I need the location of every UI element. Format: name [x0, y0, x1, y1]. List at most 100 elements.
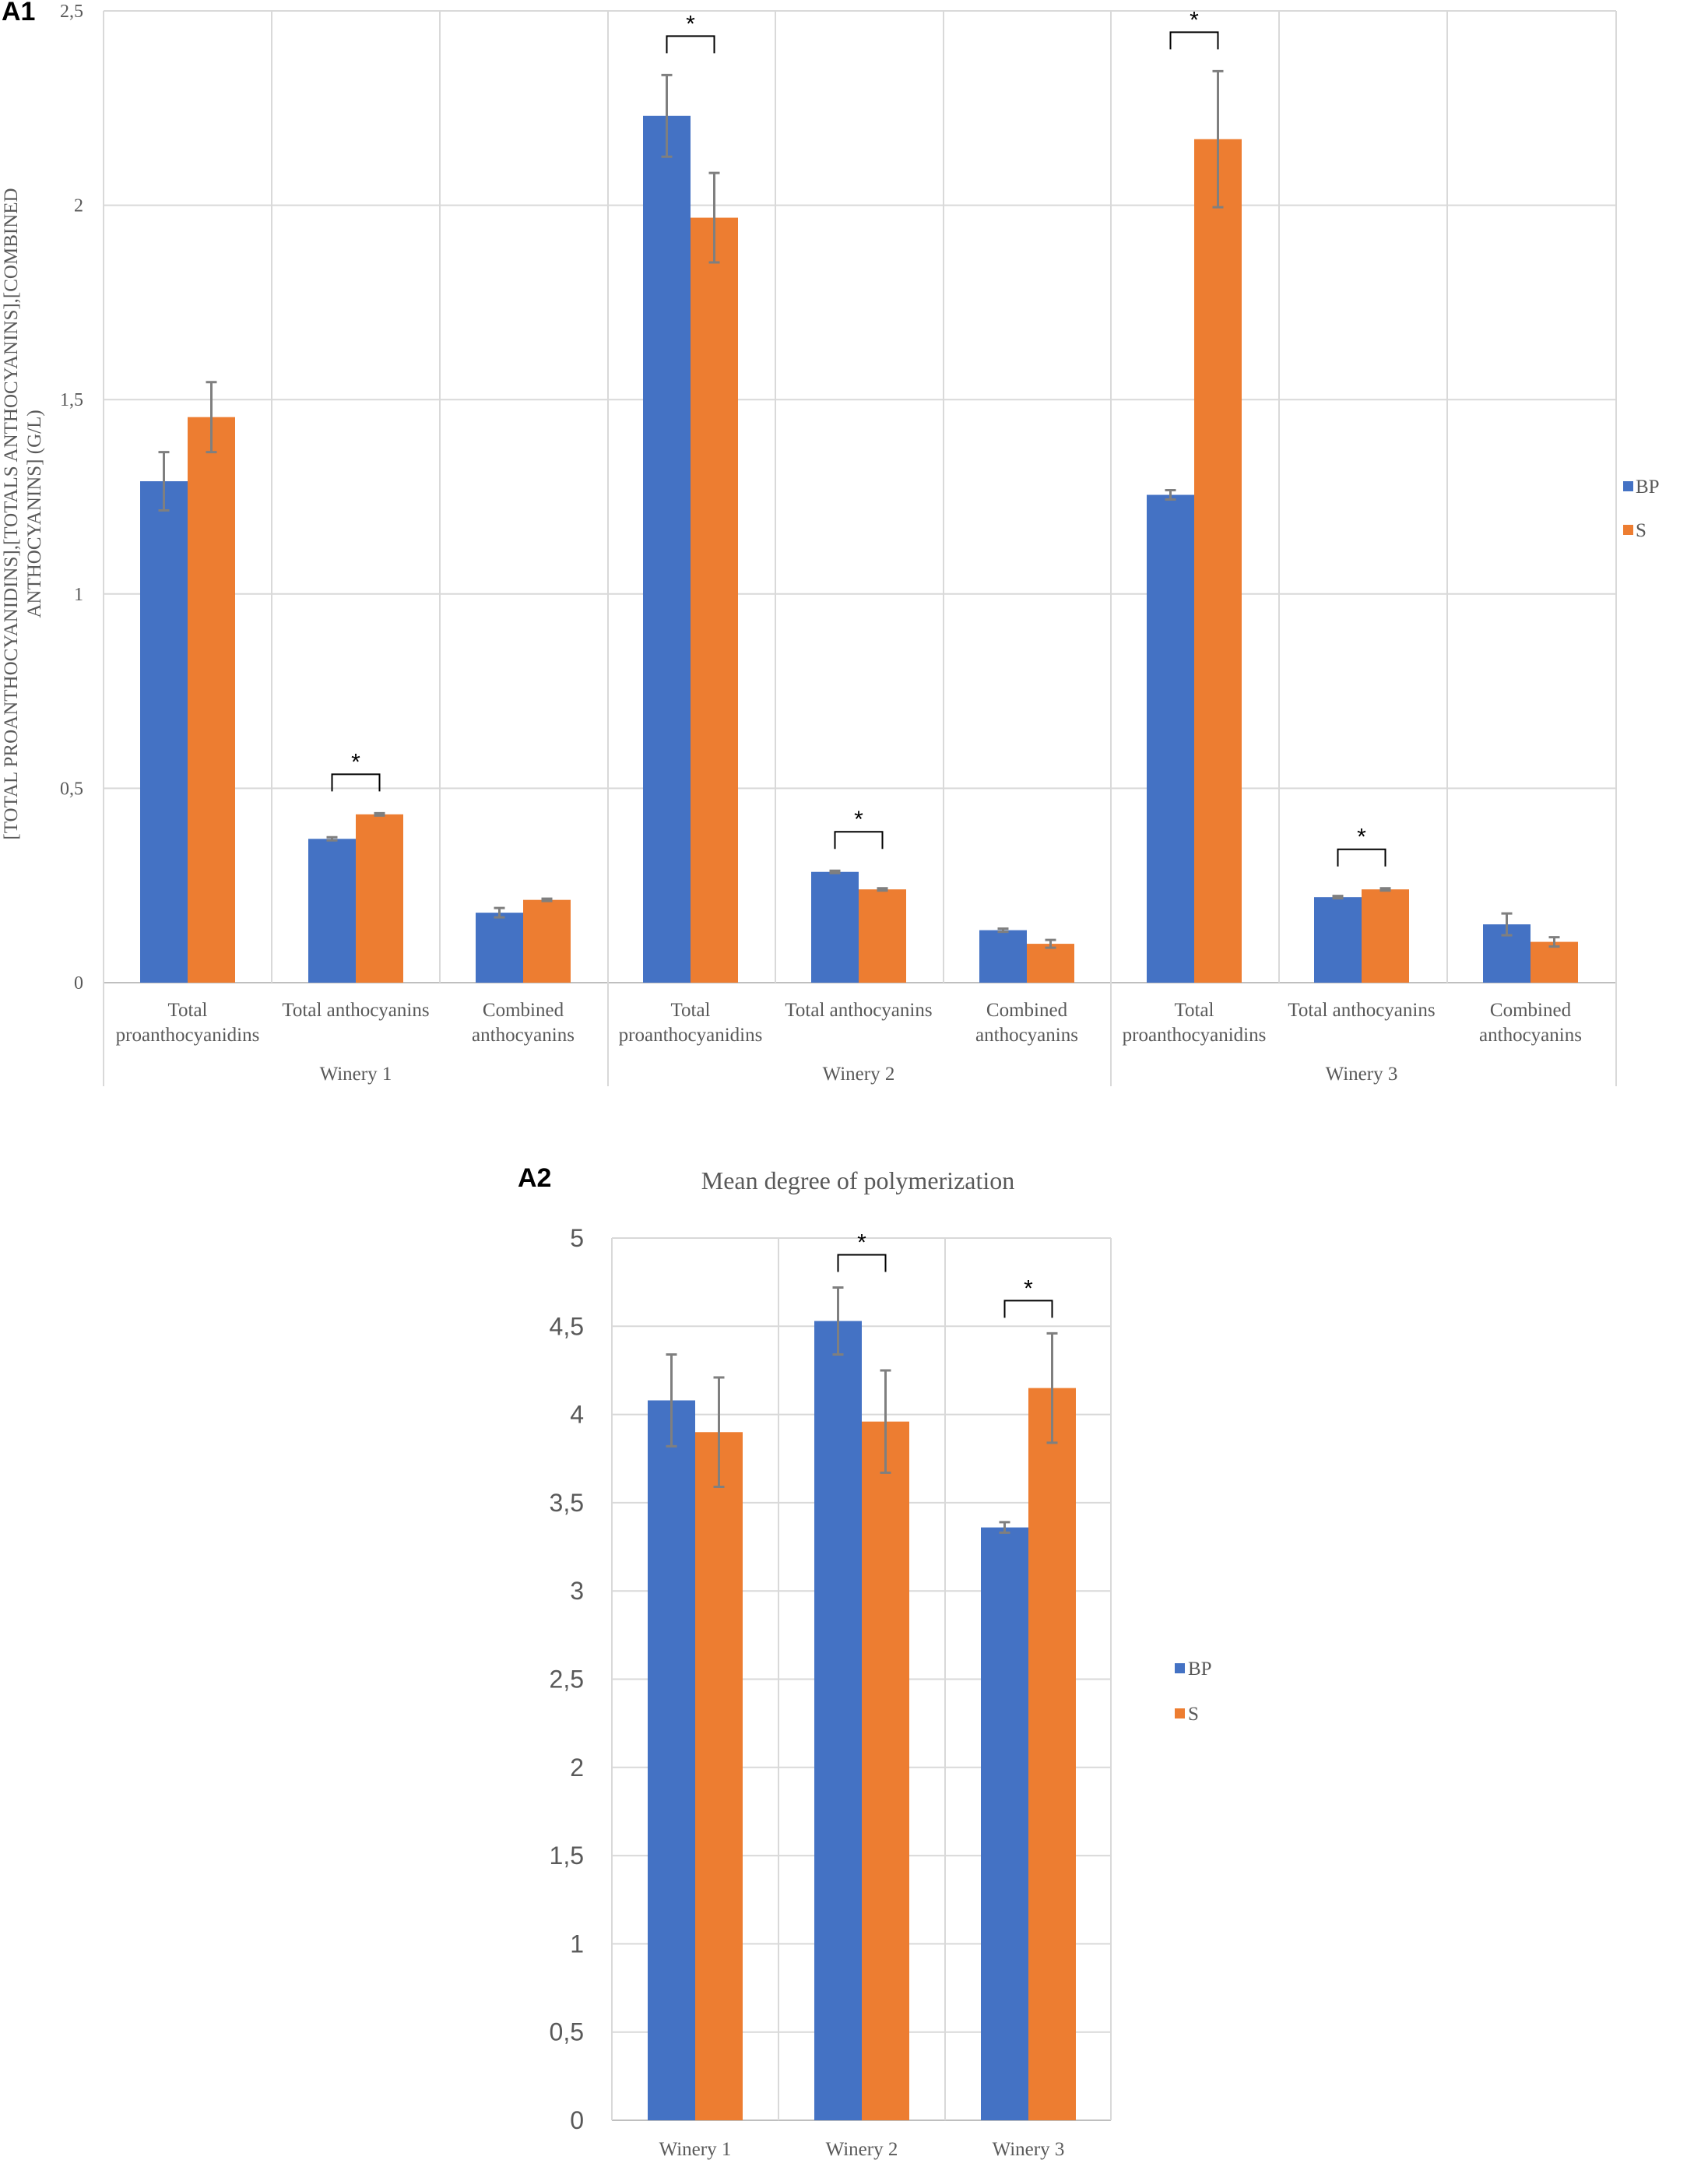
- y-tick-label: 2,5: [550, 1666, 584, 1694]
- significance-a1: * * * * *: [331, 7, 1386, 867]
- bar-bp-1: [648, 1400, 695, 2120]
- bars-a1: [140, 115, 1578, 983]
- bar-s-9: [1531, 941, 1578, 983]
- legend-label-bp: BP: [1636, 477, 1660, 498]
- bar-bp-5: [811, 871, 859, 983]
- y-tick-label: 0: [570, 2106, 584, 2134]
- significance-star: *: [854, 807, 863, 832]
- category-label: Winery 2: [826, 2139, 898, 2160]
- error-bar-bp-6: [997, 927, 1009, 934]
- chart-title-a2: Mean degree of polymerization: [701, 1166, 1015, 1194]
- error-bar-bp-1: [666, 1353, 677, 1448]
- bar-s-2: [862, 1421, 909, 2120]
- category-label: anthocyanins: [1479, 1025, 1582, 1046]
- error-bar-s-7: [1212, 69, 1224, 209]
- category-label: proanthocyanidins: [116, 1025, 260, 1046]
- panel-label-a2: A2: [518, 1163, 551, 1193]
- error-bar-bp-8: [1332, 895, 1344, 900]
- gridlines-a1: [103, 10, 1617, 983]
- bar-bp-6: [979, 930, 1027, 983]
- y-tick-label: 4: [570, 1401, 584, 1429]
- x-axis-labels-a2: Winery 1 Winery 2 Winery 3: [659, 2139, 1065, 2160]
- bar-s-2: [356, 814, 403, 983]
- y-axis-label-line2: ANTHOCYANINS] (G/L): [24, 410, 45, 617]
- chart-a1: A1 0 0,5 1 1,5 2 2,5 [TOTAL PROANTHOCYANIDINS…: [1, 0, 1660, 1086]
- error-bar-s-9: [1548, 936, 1560, 948]
- bar-s-3: [523, 899, 571, 983]
- y-axis-ticks-a2: 0 0,5 1 1,5 2 2,5 3 3,5 4 4,5 5: [550, 1224, 584, 2134]
- y-tick-label: 5: [570, 1224, 584, 1252]
- error-bar-s-3: [1046, 1332, 1058, 1444]
- category-label: Total: [1174, 1000, 1214, 1021]
- significance-star: *: [1024, 1275, 1033, 1301]
- category-label: Total: [167, 1000, 207, 1021]
- y-tick-label: 3: [570, 1577, 584, 1605]
- panel-label-a1: A1: [2, 0, 35, 26]
- category-label: proanthocyanidins: [619, 1025, 763, 1046]
- error-bar-bp-1: [158, 451, 170, 512]
- category-label: anthocyanins: [472, 1025, 575, 1046]
- significance-bracket: [837, 1254, 887, 1272]
- category-label: proanthocyanidins: [1123, 1025, 1267, 1046]
- bar-s-7: [1194, 139, 1242, 983]
- error-bar-s-1: [206, 381, 217, 454]
- y-tick-label: 3,5: [550, 1489, 584, 1517]
- y-tick-label: 1: [570, 1930, 584, 1958]
- x-axis-labels-a1: Total proanthocyanidins Total anthocyanins…: [103, 983, 1617, 1086]
- error-bar-s-2: [880, 1369, 891, 1474]
- bar-bp-2: [814, 1321, 862, 2120]
- chart-a2: A2 Mean degree of polymerization 0 0,5 1 1,…: [518, 1163, 1212, 2160]
- category-label: Winery 3: [993, 2139, 1065, 2160]
- significance-star: *: [1190, 7, 1199, 33]
- legend-a1: BP S: [1623, 477, 1660, 541]
- significance-bracket: [1337, 848, 1386, 867]
- bar-bp-1: [140, 481, 188, 983]
- error-bar-bp-4: [661, 73, 673, 158]
- y-axis-label-line1: [TOTAL PROANTHOCYANIDINS],[TOTALS ANTHOC…: [1, 188, 22, 839]
- significance-star: *: [686, 11, 695, 37]
- error-bar-bp-3: [494, 906, 505, 919]
- error-bars-a1: [158, 69, 1560, 949]
- bar-s-3: [1028, 1388, 1076, 2120]
- error-bar-bp-3: [999, 1521, 1010, 1534]
- error-bar-s-1: [713, 1376, 725, 1489]
- error-bar-s-8: [1379, 887, 1391, 892]
- legend-label-s: S: [1188, 1704, 1199, 1725]
- significance-star: *: [351, 749, 360, 775]
- bar-s-5: [859, 889, 906, 983]
- y-tick-label: 1,5: [60, 390, 83, 410]
- y-axis-ticks-a1: 0 0,5 1 1,5 2 2,5: [60, 2, 83, 994]
- significance-star: *: [1357, 825, 1366, 850]
- bar-bp-3: [981, 1527, 1028, 2120]
- error-bar-bp-7: [1165, 489, 1176, 501]
- y-tick-label: 1: [74, 585, 83, 605]
- category-label: Total anthocyanins: [1288, 1000, 1435, 1021]
- legend-swatch-s: [1623, 525, 1633, 535]
- error-bar-bp-9: [1501, 912, 1513, 937]
- category-label: Combined: [1490, 1000, 1572, 1021]
- error-bar-bp-2: [326, 835, 338, 842]
- legend-a2: BP S: [1175, 1659, 1212, 1725]
- bar-bp-7: [1147, 494, 1194, 983]
- category-label: Total anthocyanins: [282, 1000, 429, 1021]
- y-tick-label: 0,5: [60, 779, 83, 799]
- bar-s-6: [1027, 944, 1074, 983]
- y-tick-label: 0,5: [550, 2018, 584, 2046]
- significance-bracket: [666, 35, 715, 54]
- y-tick-label: 2: [74, 196, 83, 216]
- legend-label-s: S: [1636, 520, 1646, 541]
- y-tick-label: 2: [570, 1754, 584, 1782]
- category-label: Combined: [986, 1000, 1068, 1021]
- legend-swatch-bp: [1623, 481, 1633, 491]
- legend-label-bp: BP: [1188, 1659, 1212, 1680]
- significance-a2: **: [837, 1229, 1053, 1318]
- category-label: Total anthocyanins: [785, 1000, 932, 1021]
- error-bar-s-5: [877, 887, 888, 892]
- bar-bp-2: [308, 839, 356, 983]
- error-bar-bp-5: [829, 869, 841, 874]
- bar-s-1: [695, 1432, 743, 2120]
- error-bar-bp-2: [832, 1286, 844, 1356]
- bar-bp-4: [643, 115, 691, 983]
- error-bar-s-2: [374, 811, 385, 817]
- category-label: anthocyanins: [975, 1025, 1078, 1046]
